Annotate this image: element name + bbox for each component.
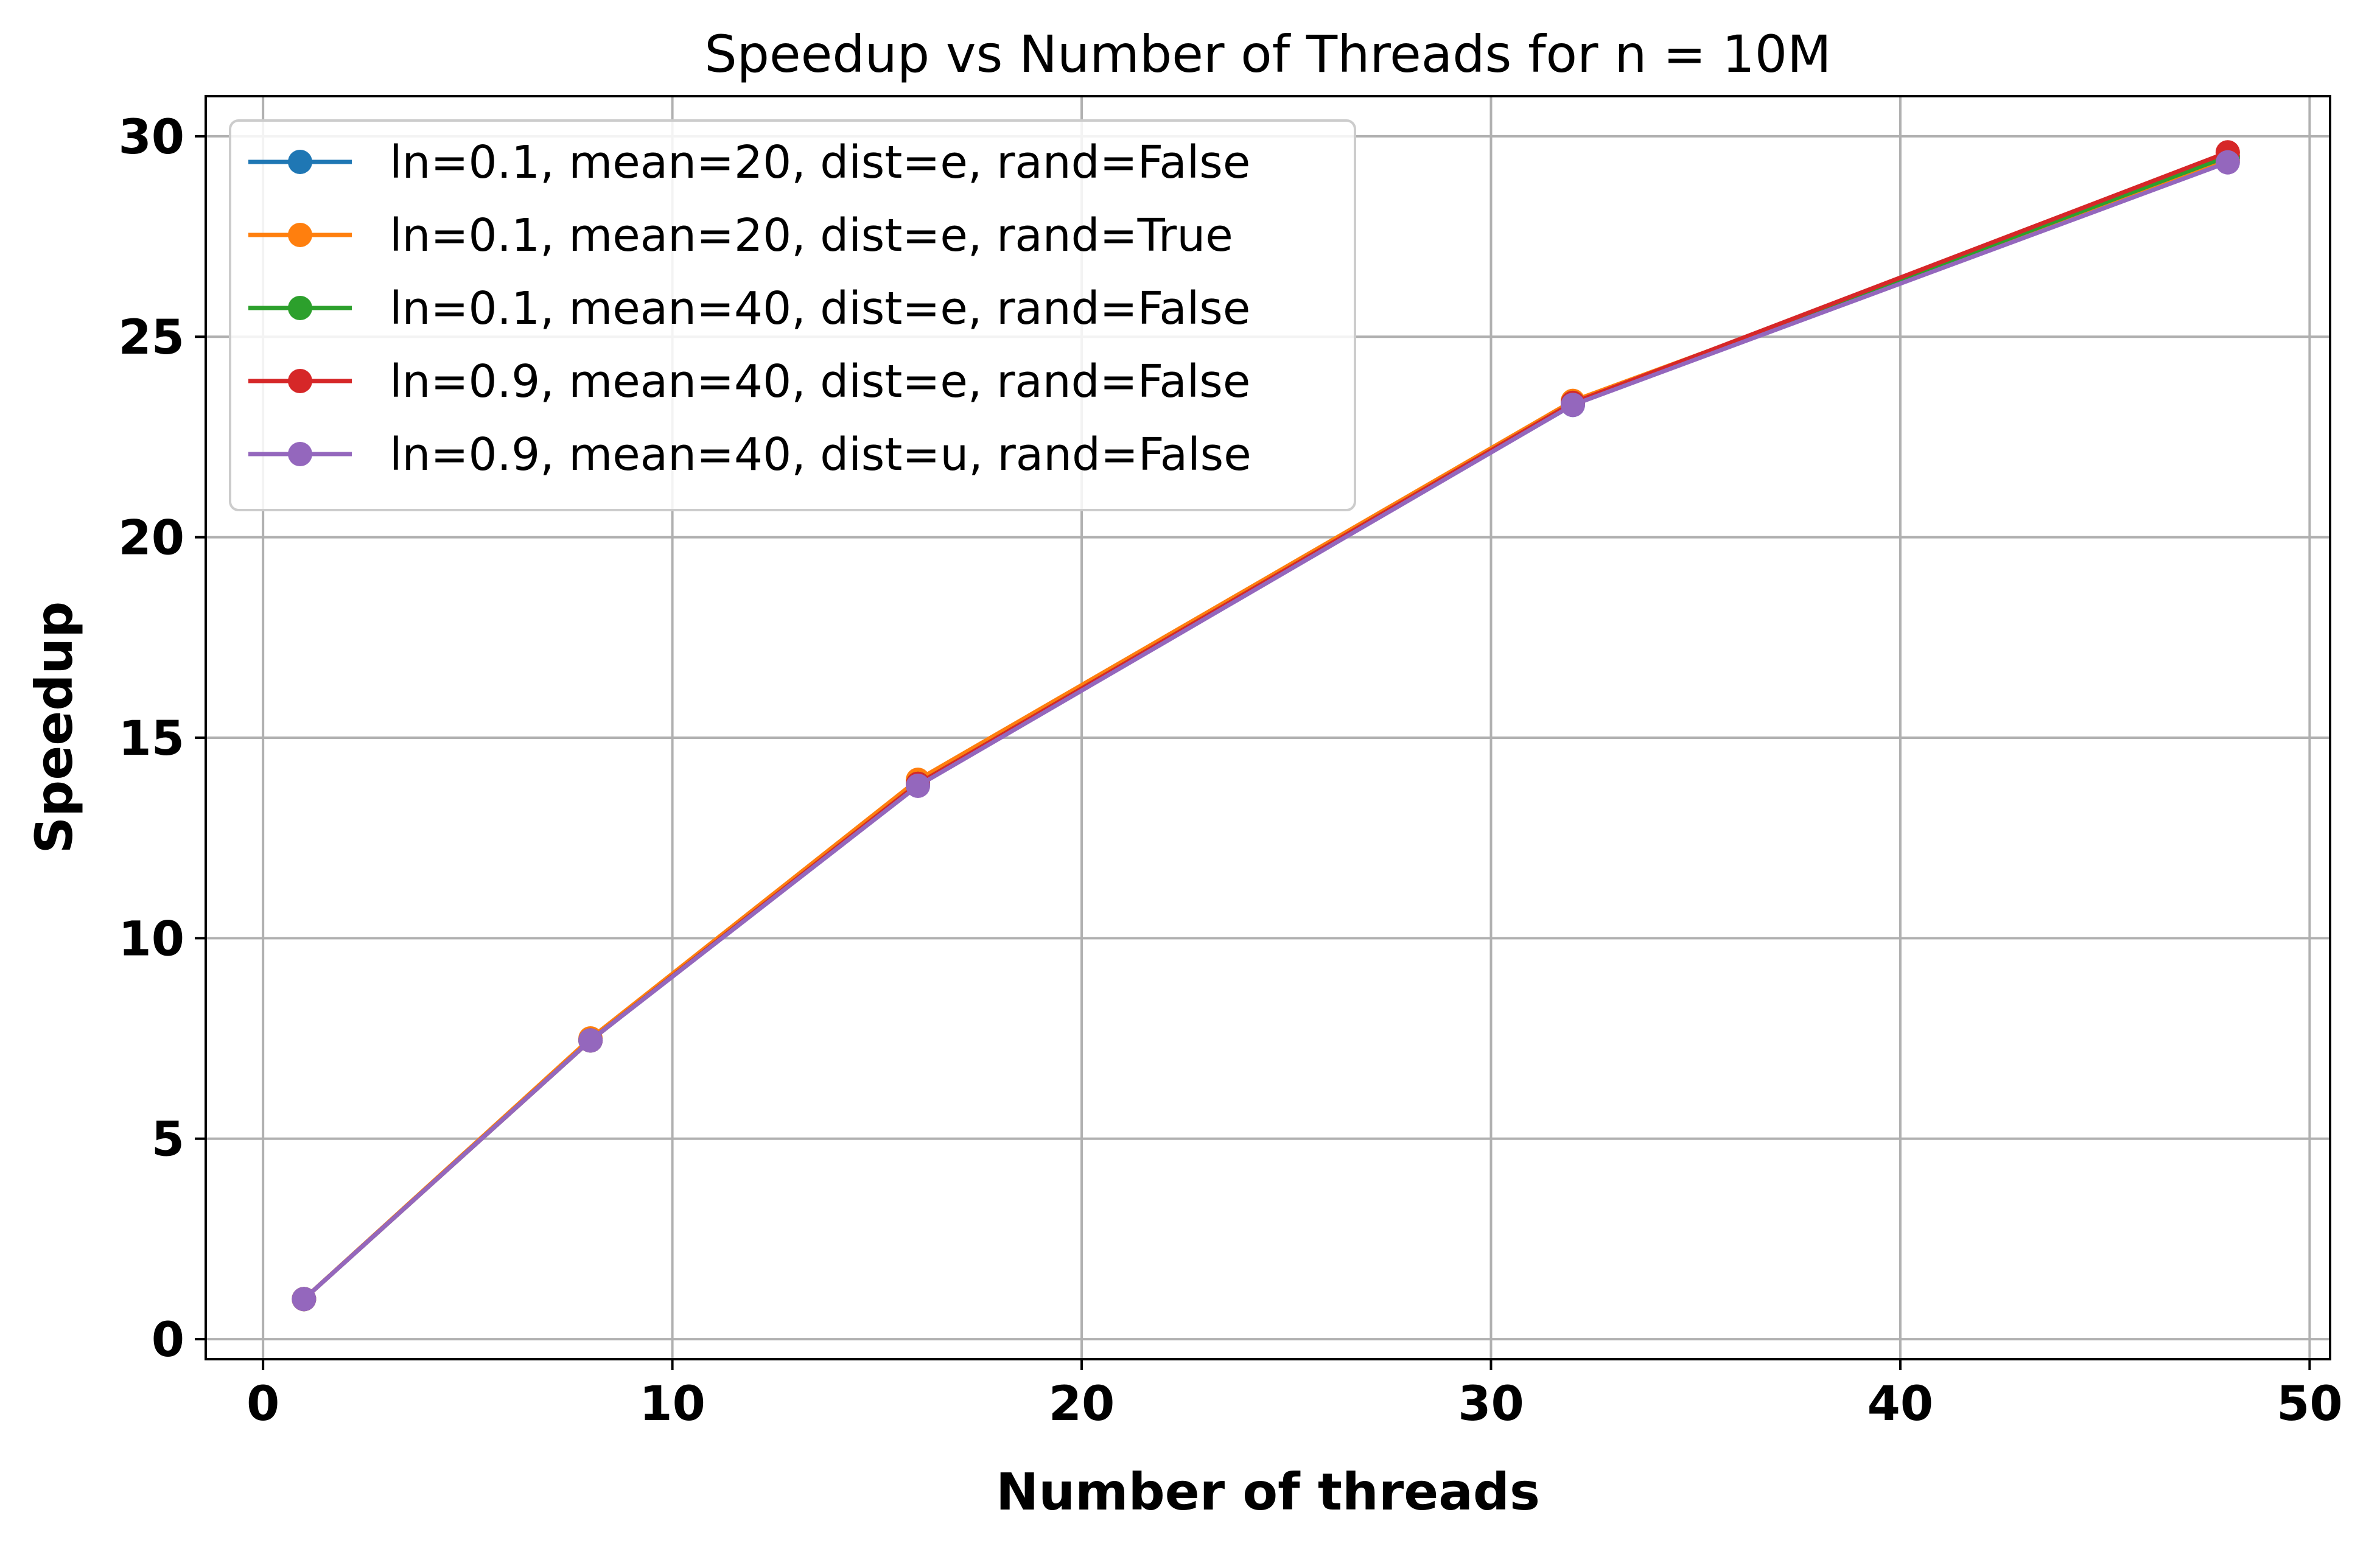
data-point <box>2215 150 2240 175</box>
legend-label: ln=0.9, mean=40, dist=e, rand=False <box>390 355 1250 408</box>
legend-swatch-marker <box>288 296 312 320</box>
y-tick-label: 0 <box>152 1313 184 1368</box>
series-5 <box>292 150 2240 1312</box>
data-point <box>578 1028 603 1053</box>
legend-label: ln=0.9, mean=40, dist=u, rand=False <box>390 429 1251 481</box>
legend-item: ln=0.1, mean=20, dist=e, rand=True <box>248 209 1233 262</box>
y-axis-label: Speedup <box>24 601 84 854</box>
data-point <box>1560 393 1585 418</box>
data-point <box>906 774 931 799</box>
x-tick-label: 30 <box>1458 1377 1524 1432</box>
chart-title: Speedup vs Number of Threads for n = 10M <box>704 24 1831 84</box>
legend-label: ln=0.1, mean=40, dist=e, rand=False <box>390 282 1250 335</box>
legend-frame <box>229 119 1356 511</box>
axes-frame <box>205 95 2331 1360</box>
y-tick-label: 20 <box>118 511 184 566</box>
legend-swatch-marker <box>288 223 312 247</box>
x-tick-label: 10 <box>639 1377 705 1432</box>
data-point <box>292 1287 317 1312</box>
y-tick-label: 15 <box>118 712 184 766</box>
legend-item: ln=0.9, mean=40, dist=u, rand=False <box>248 429 1251 481</box>
legend-swatch-marker <box>288 150 312 174</box>
x-tick-label: 0 <box>247 1377 279 1432</box>
legend: ln=0.1, mean=20, dist=e, rand=False ln=0.… <box>229 119 1356 511</box>
x-tick-label: 40 <box>1867 1377 1934 1432</box>
plot-area <box>292 140 2240 1312</box>
legend-swatch-marker <box>288 369 312 393</box>
legend-label: ln=0.1, mean=20, dist=e, rand=False <box>390 136 1250 189</box>
legend-swatch-marker <box>288 442 312 466</box>
legend-item: ln=0.1, mean=20, dist=e, rand=False <box>248 136 1250 189</box>
x-tick-label: 50 <box>2277 1377 2343 1432</box>
y-tick-label: 5 <box>152 1113 184 1167</box>
x-axis-label: Number of threads <box>996 1462 1540 1522</box>
x-tick-label: 20 <box>1049 1377 1115 1432</box>
legend-item: ln=0.1, mean=40, dist=e, rand=False <box>248 282 1250 335</box>
axis-ticks: 0 10 20 30 40 50 0 5 10 15 20 25 30 <box>118 110 2342 1432</box>
legend-label: ln=0.1, mean=20, dist=e, rand=True <box>390 209 1233 262</box>
legend-item: ln=0.9, mean=40, dist=e, rand=False <box>248 355 1250 408</box>
y-tick-label: 30 <box>118 110 184 165</box>
y-tick-label: 25 <box>118 310 184 365</box>
y-tick-label: 10 <box>118 912 184 967</box>
